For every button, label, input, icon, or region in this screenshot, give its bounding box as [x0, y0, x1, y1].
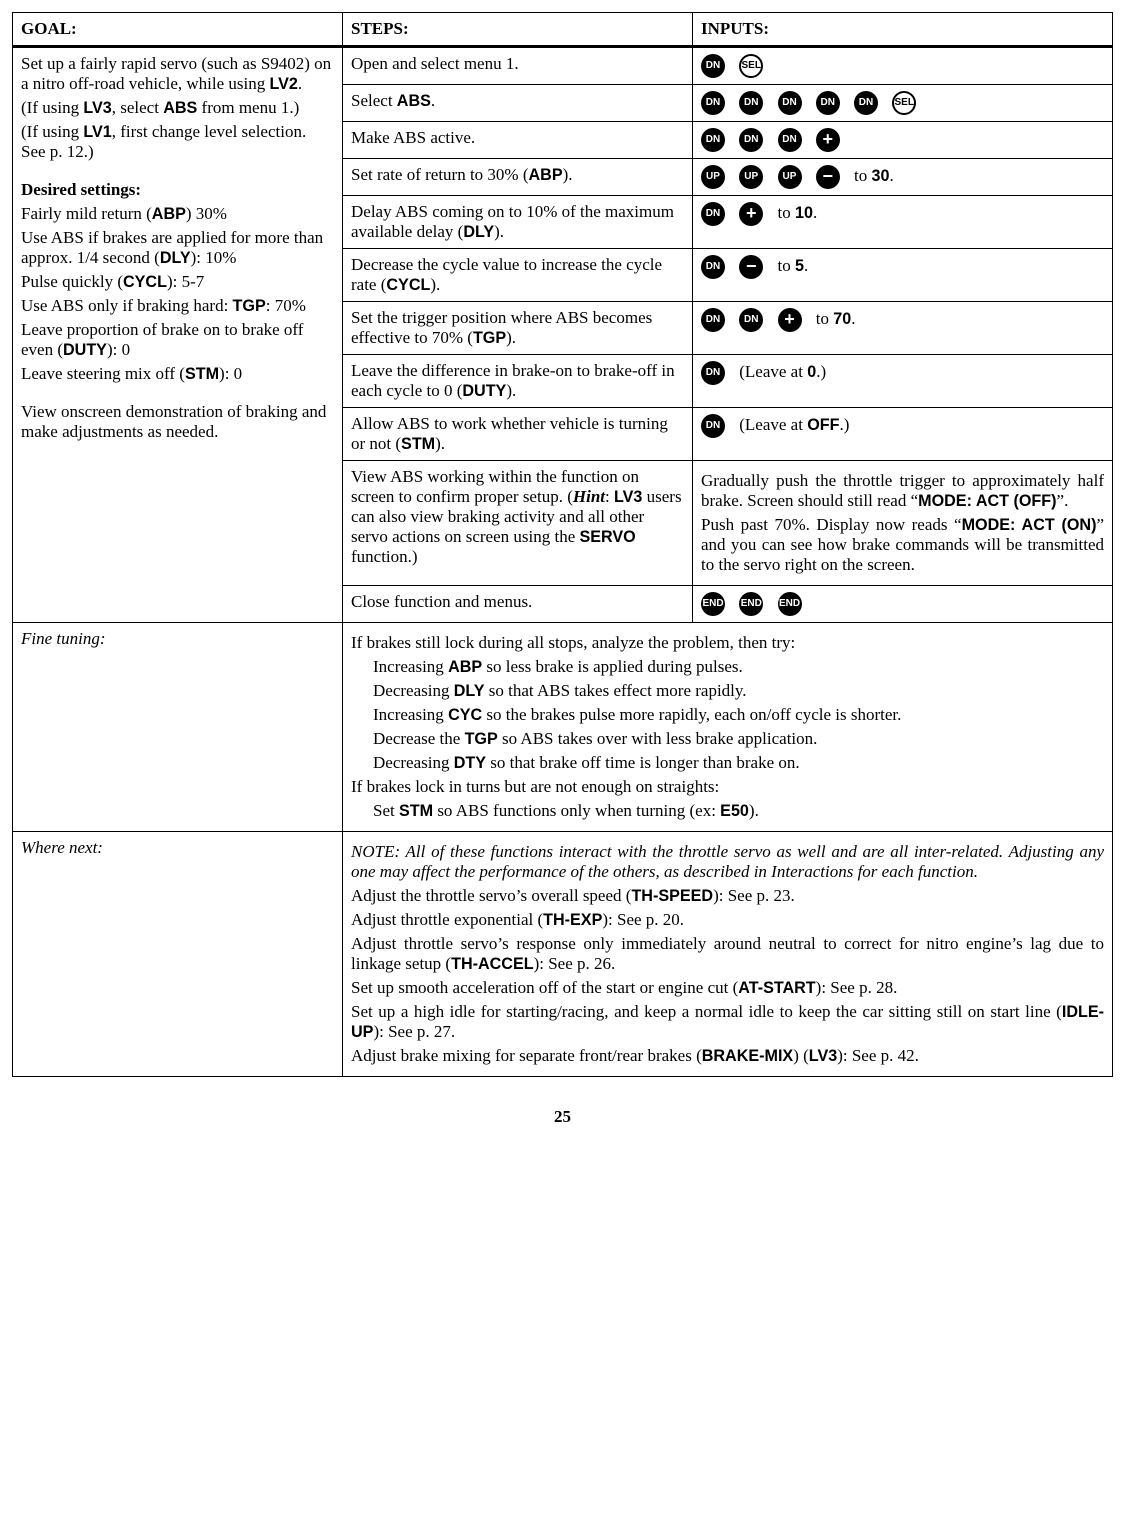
inputs-3: DN DN DN + — [693, 122, 1113, 159]
inputs-10: Gradually push the throttle trigger to a… — [693, 461, 1113, 586]
header-goal: GOAL: — [13, 13, 343, 47]
dn-icon: DN — [816, 91, 840, 115]
dn-icon: DN — [739, 308, 763, 332]
minus-icon: − — [816, 165, 840, 189]
step-10: View ABS working within the function on … — [343, 461, 693, 586]
step-6: Decrease the cycle value to increase the… — [343, 249, 693, 302]
inputs-1: DN SEL — [693, 47, 1113, 85]
dn-icon: DN — [701, 308, 725, 332]
inputs-2: DN DN DN DN DN SEL — [693, 85, 1113, 122]
dn-icon: DN — [854, 91, 878, 115]
inputs-11: END END END — [693, 586, 1113, 623]
dn-icon: DN — [701, 255, 725, 279]
sel-icon: SEL — [892, 91, 916, 115]
inputs-4: UP UP UP − to 30. — [693, 159, 1113, 196]
header-inputs: INPUTS: — [693, 13, 1113, 47]
instruction-table: GOAL: STEPS: INPUTS: Set up a fairly rap… — [12, 12, 1113, 1077]
inputs-7: DN DN + to 70. — [693, 302, 1113, 355]
goal-cell: Set up a fairly rapid servo (such as S94… — [13, 47, 343, 623]
step-11: Close function and menus. — [343, 586, 693, 623]
minus-icon: − — [739, 255, 763, 279]
sel-icon: SEL — [739, 54, 763, 78]
dn-icon: DN — [739, 91, 763, 115]
fine-tuning-body: If brakes still lock during all stops, a… — [343, 623, 1113, 832]
header-steps: STEPS: — [343, 13, 693, 47]
dn-icon: DN — [701, 54, 725, 78]
up-icon: UP — [739, 165, 763, 189]
step-5: Delay ABS coming on to 10% of the maximu… — [343, 196, 693, 249]
dn-icon: DN — [701, 91, 725, 115]
step-9: Allow ABS to work whether vehicle is tur… — [343, 408, 693, 461]
inputs-8: DN (Leave at 0.) — [693, 355, 1113, 408]
dn-icon: DN — [701, 128, 725, 152]
up-icon: UP — [778, 165, 802, 189]
step-3: Make ABS active. — [343, 122, 693, 159]
inputs-9: DN (Leave at OFF.) — [693, 408, 1113, 461]
plus-icon: + — [816, 128, 840, 152]
fine-tuning-label: Fine tuning: — [13, 623, 343, 832]
plus-icon: + — [778, 308, 802, 332]
where-next-body: NOTE: All of these functions interact wi… — [343, 832, 1113, 1077]
end-icon: END — [701, 592, 725, 616]
step-1: Open and select menu 1. — [343, 47, 693, 85]
inputs-6: DN − to 5. — [693, 249, 1113, 302]
step-7: Set the trigger position where ABS becom… — [343, 302, 693, 355]
step-4: Set rate of return to 30% (ABP). — [343, 159, 693, 196]
where-next-label: Where next: — [13, 832, 343, 1077]
step-2: Select ABS. — [343, 85, 693, 122]
dn-icon: DN — [701, 361, 725, 385]
dn-icon: DN — [739, 128, 763, 152]
end-icon: END — [778, 592, 802, 616]
up-icon: UP — [701, 165, 725, 189]
plus-icon: + — [739, 202, 763, 226]
inputs-5: DN + to 10. — [693, 196, 1113, 249]
end-icon: END — [739, 592, 763, 616]
step-8: Leave the difference in brake-on to brak… — [343, 355, 693, 408]
dn-icon: DN — [778, 128, 802, 152]
page-number: 25 — [12, 1107, 1113, 1127]
dn-icon: DN — [701, 414, 725, 438]
dn-icon: DN — [701, 202, 725, 226]
dn-icon: DN — [778, 91, 802, 115]
